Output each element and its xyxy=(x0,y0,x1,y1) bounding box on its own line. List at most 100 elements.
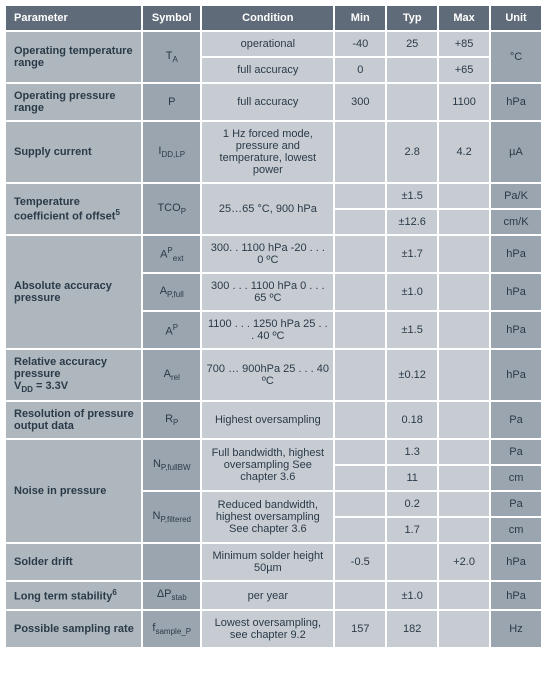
symbol: TCOP xyxy=(143,184,200,234)
typ: 1.3 xyxy=(387,440,437,464)
hdr-min: Min xyxy=(335,6,385,30)
table-row: Relative accuracy pressureVDD = 3.3V Are… xyxy=(6,350,541,400)
typ: 0.18 xyxy=(387,402,437,438)
max xyxy=(439,184,489,208)
typ: ±12.6 xyxy=(387,210,437,234)
min xyxy=(335,122,385,182)
param-abs-acc: Absolute accuracy pressure xyxy=(6,236,141,348)
min xyxy=(335,518,385,542)
max xyxy=(439,210,489,234)
max xyxy=(439,611,489,647)
hdr-parameter: Parameter xyxy=(6,6,141,30)
max: +85 xyxy=(439,32,489,56)
param-longterm: Long term stability6 xyxy=(6,582,141,609)
max xyxy=(439,402,489,438)
max xyxy=(439,274,489,310)
unit: cm xyxy=(491,466,541,490)
symbol: RP xyxy=(143,402,200,438)
unit: hPa xyxy=(491,544,541,580)
min: -40 xyxy=(335,32,385,56)
min xyxy=(335,440,385,464)
unit: hPa xyxy=(491,84,541,120)
param-op-temp: Operating temperature range xyxy=(6,32,141,82)
min: 157 xyxy=(335,611,385,647)
symbol xyxy=(143,544,200,580)
max xyxy=(439,518,489,542)
condition: Highest oversampling xyxy=(202,402,333,438)
table-row: Noise in pressure NP,fullBW Full bandwid… xyxy=(6,440,541,464)
unit: hPa xyxy=(491,582,541,609)
typ xyxy=(387,58,437,82)
unit: Pa/K xyxy=(491,184,541,208)
min xyxy=(335,350,385,400)
max xyxy=(439,466,489,490)
param-solder: Solder drift xyxy=(6,544,141,580)
table-row: Possible sampling rate fsample_P Lowest … xyxy=(6,611,541,647)
table-row: Temperature coefficient of offset5 TCOP … xyxy=(6,184,541,208)
hdr-typ: Typ xyxy=(387,6,437,30)
max: +2.0 xyxy=(439,544,489,580)
condition: 25…65 °C, 900 hPa xyxy=(202,184,333,234)
condition: 700 … 900hPa 25 . . . 40 ºC xyxy=(202,350,333,400)
hdr-condition: Condition xyxy=(202,6,333,30)
typ: 0.2 xyxy=(387,492,437,516)
unit: µA xyxy=(491,122,541,182)
max xyxy=(439,440,489,464)
min xyxy=(335,274,385,310)
condition: Reduced bandwidth, highest oversampling … xyxy=(202,492,333,542)
typ: ±1.0 xyxy=(387,274,437,310)
symbol: AP xyxy=(143,312,200,348)
hdr-symbol: Symbol xyxy=(143,6,200,30)
symbol: APext xyxy=(143,236,200,272)
param-supply: Supply current xyxy=(6,122,141,182)
typ: 11 xyxy=(387,466,437,490)
hdr-unit: Unit xyxy=(491,6,541,30)
min xyxy=(335,184,385,208)
condition: full accuracy xyxy=(202,84,333,120)
typ xyxy=(387,84,437,120)
unit: Pa xyxy=(491,492,541,516)
param-tco: Temperature coefficient of offset5 xyxy=(6,184,141,234)
min xyxy=(335,492,385,516)
unit: hPa xyxy=(491,274,541,310)
condition: 300 . . . 1100 hPa 0 . . . 65 ºC xyxy=(202,274,333,310)
typ: 25 xyxy=(387,32,437,56)
typ: 2.8 xyxy=(387,122,437,182)
table-row: Operating temperature range TA operation… xyxy=(6,32,541,56)
max: 4.2 xyxy=(439,122,489,182)
min xyxy=(335,236,385,272)
unit: cm xyxy=(491,518,541,542)
condition: operational xyxy=(202,32,333,56)
spec-table: Parameter Symbol Condition Min Typ Max U… xyxy=(4,4,543,649)
typ: ±1.0 xyxy=(387,582,437,609)
unit: hPa xyxy=(491,236,541,272)
header-row: Parameter Symbol Condition Min Typ Max U… xyxy=(6,6,541,30)
min xyxy=(335,210,385,234)
unit: hPa xyxy=(491,312,541,348)
max xyxy=(439,312,489,348)
max: +65 xyxy=(439,58,489,82)
typ: ±1.7 xyxy=(387,236,437,272)
symbol: P xyxy=(143,84,200,120)
symbol: ΔPstab xyxy=(143,582,200,609)
typ xyxy=(387,544,437,580)
condition: Lowest oversampling, see chapter 9.2 xyxy=(202,611,333,647)
unit: °C xyxy=(491,32,541,82)
unit: hPa xyxy=(491,350,541,400)
param-resolution: Resolution of pressure output data xyxy=(6,402,141,438)
unit: Hz xyxy=(491,611,541,647)
condition: full accuracy xyxy=(202,58,333,82)
hdr-max: Max xyxy=(439,6,489,30)
typ: ±1.5 xyxy=(387,312,437,348)
typ: ±1.5 xyxy=(387,184,437,208)
unit: Pa xyxy=(491,440,541,464)
min xyxy=(335,466,385,490)
condition: 300. . 1100 hPa -20 . . . 0 ºC xyxy=(202,236,333,272)
condition: 1 Hz forced mode, pressure and temperatu… xyxy=(202,122,333,182)
min xyxy=(335,402,385,438)
min: 0 xyxy=(335,58,385,82)
max: 1100 xyxy=(439,84,489,120)
min xyxy=(335,312,385,348)
min xyxy=(335,582,385,609)
unit: Pa xyxy=(491,402,541,438)
